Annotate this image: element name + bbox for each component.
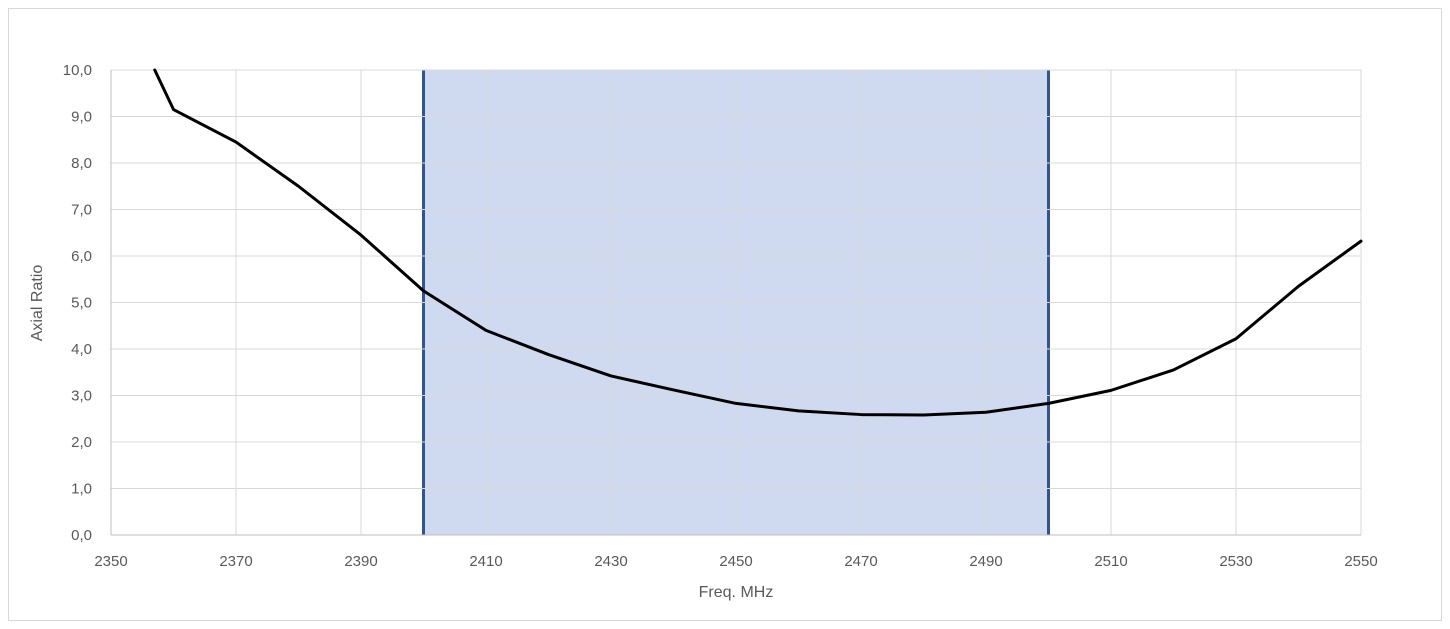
axial-ratio-line (153, 68, 1363, 417)
x-tick-label: 2410 (469, 553, 502, 570)
x-tick-label: 2350 (94, 553, 127, 570)
y-tick-labels: 0,0 1,0 2,0 3,0 4,0 5,0 6,0 7,0 8,0 9,0 10,0 (63, 62, 92, 544)
y-tick-label: 6,0 (71, 248, 92, 265)
x-tick-label: 2550 (1344, 553, 1377, 570)
y-tick-label: 7,0 (71, 202, 92, 219)
y-tick-label: 2,0 (71, 434, 92, 451)
y-tick-label: 3,0 (71, 388, 92, 405)
y-tick-label: 8,0 (71, 155, 92, 172)
y-tick-label: 5,0 (71, 295, 92, 312)
x-tick-label: 2510 (1094, 553, 1127, 570)
x-tick-label: 2390 (344, 553, 377, 570)
y-tick-label: 0,0 (71, 527, 92, 544)
x-tick-label: 2430 (594, 553, 627, 570)
x-tick-label: 2470 (844, 553, 877, 570)
y-tick-label: 10,0 (63, 62, 92, 79)
y-tick-label: 4,0 (71, 341, 92, 358)
x-tick-label: 2490 (969, 553, 1002, 570)
grid-layer (111, 69, 1362, 535)
y-axis-title: Axial Ratio (29, 265, 46, 342)
series-layer (153, 68, 1363, 417)
axis-layer (110, 70, 1361, 536)
x-tick-labels: 2350 2370 2390 2410 2430 2450 2470 2490 2510 2530… (94, 553, 1377, 570)
y-tick-label: 9,0 (71, 109, 92, 126)
y-tick-label: 1,0 (71, 481, 92, 498)
x-tick-label: 2370 (219, 553, 252, 570)
x-tick-label: 2530 (1219, 553, 1252, 570)
x-axis-title: Freq. MHz (699, 584, 774, 601)
x-tick-label: 2450 (719, 553, 752, 570)
